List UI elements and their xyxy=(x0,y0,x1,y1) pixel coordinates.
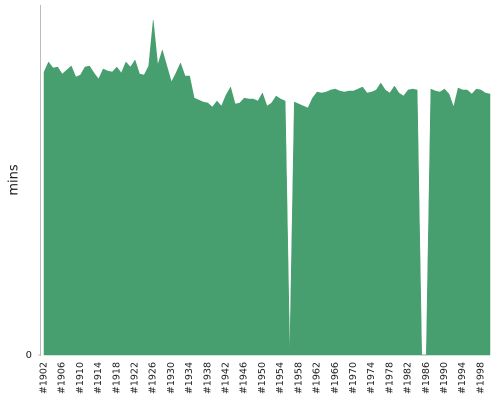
x-tick-label: #1914 xyxy=(93,362,104,394)
x-tick-label: #1962 xyxy=(312,362,323,394)
x-tick-label: #1970 xyxy=(348,362,359,394)
x-tick-label: #1954 xyxy=(275,362,286,394)
x-tick-label: #1906 xyxy=(57,362,68,394)
x-tick-label: #1982 xyxy=(403,362,414,394)
y-axis-label: mins xyxy=(7,164,22,196)
x-tick-label: #1974 xyxy=(366,362,377,394)
x-tick-label: #1926 xyxy=(148,362,159,394)
x-tick-label: #1994 xyxy=(457,362,468,394)
x-tick-label: #1986 xyxy=(421,362,432,394)
x-tick-label: #1918 xyxy=(111,362,122,394)
x-tick-label: #1942 xyxy=(221,362,232,394)
x-tick-label: #1978 xyxy=(384,362,395,394)
x-tick-label: #1990 xyxy=(439,362,450,394)
x-tick-label: #1902 xyxy=(39,362,50,394)
x-tick-label: #1938 xyxy=(202,362,213,394)
x-tick-label: #1950 xyxy=(257,362,268,394)
x-tick-label: #1946 xyxy=(239,362,250,394)
x-tick-label: #1910 xyxy=(75,362,86,394)
y-tick-label: 0 xyxy=(26,350,32,361)
x-tick-label: #1966 xyxy=(330,362,341,394)
x-tick-label: #1930 xyxy=(166,362,177,394)
x-tick-label: #1922 xyxy=(130,362,141,394)
area xyxy=(43,19,491,356)
x-tick-label: #1958 xyxy=(293,362,304,394)
x-tick-label: #1934 xyxy=(184,362,195,394)
x-tick-label: #1998 xyxy=(475,362,486,394)
